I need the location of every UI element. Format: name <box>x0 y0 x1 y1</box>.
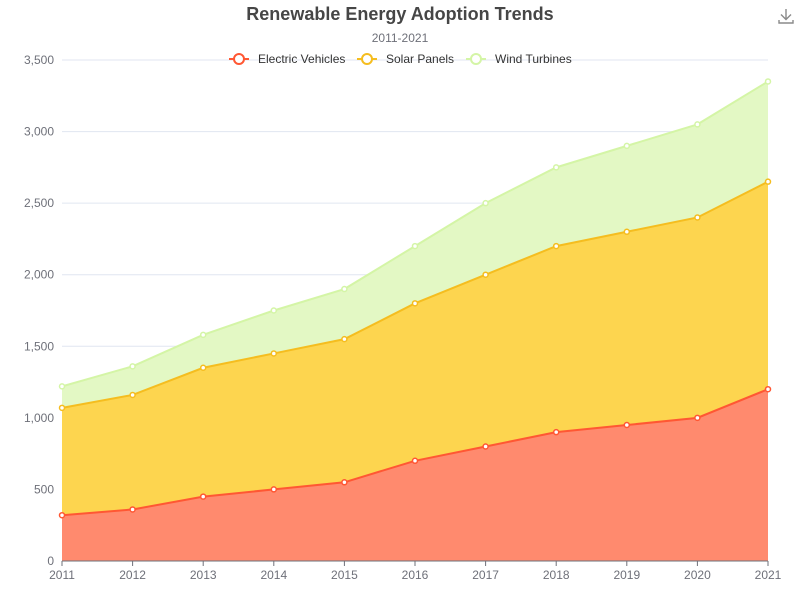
solar-panels-point[interactable] <box>764 178 772 185</box>
y-tick-label: 0 <box>47 554 54 568</box>
x-tick-label: 2015 <box>331 568 358 582</box>
wind-turbines-point[interactable] <box>129 363 136 370</box>
y-tick-label: 500 <box>34 482 54 496</box>
wind-turbines-area <box>62 81 768 408</box>
wind-turbines-point[interactable] <box>552 164 560 171</box>
legend-electric-vehicles-marker[interactable] <box>233 53 245 65</box>
electric-vehicles-point[interactable] <box>341 479 348 486</box>
x-tick-label: 2019 <box>613 568 640 582</box>
wind-turbines-point[interactable] <box>341 285 348 293</box>
chart-title: Renewable Energy Adoption Trends <box>246 4 554 24</box>
electric-vehicles-point[interactable] <box>199 493 207 500</box>
electric-vehicles-point[interactable] <box>552 428 560 436</box>
solar-panels-point[interactable] <box>270 350 278 357</box>
x-tick-label: 2017 <box>472 568 499 582</box>
x-tick-label: 2021 <box>755 568 782 582</box>
solar-panels-point[interactable] <box>58 404 66 412</box>
solar-panels-point[interactable] <box>482 271 489 278</box>
solar-panels-area <box>62 181 768 516</box>
y-tick-label: 1,000 <box>24 411 54 425</box>
download-button[interactable] <box>776 6 796 26</box>
x-tick-label: 2016 <box>402 568 429 582</box>
solar-panels-point[interactable] <box>623 228 631 236</box>
chart-subtitle: 2011-2021 <box>371 31 429 45</box>
electric-vehicles-point[interactable] <box>58 511 66 519</box>
legend-wind-turbines-label[interactable]: Wind Turbines <box>495 52 572 66</box>
y-tick-label: 3,500 <box>24 53 54 67</box>
wind-turbines-point[interactable] <box>764 78 772 85</box>
x-tick-label: 2020 <box>684 568 711 582</box>
download-icon <box>778 9 794 24</box>
x-tick-label: 2013 <box>190 568 217 582</box>
wind-turbines-point[interactable] <box>623 142 631 150</box>
wind-turbines-point[interactable] <box>58 383 66 390</box>
x-tick-label: 2018 <box>543 568 570 582</box>
y-tick-label: 2,000 <box>24 268 54 282</box>
x-tick-label: 2011 <box>49 568 75 582</box>
electric-vehicles-point[interactable] <box>411 457 419 465</box>
y-tick-label: 3,000 <box>24 125 54 139</box>
legend-electric-vehicles-label[interactable]: Electric Vehicles <box>258 52 345 66</box>
electric-vehicles-point[interactable] <box>623 421 631 429</box>
solar-panels-point[interactable] <box>694 214 701 221</box>
solar-panels-point[interactable] <box>129 391 136 399</box>
wind-turbines-point[interactable] <box>411 242 419 250</box>
legend-wind-turbines-marker[interactable] <box>470 53 482 65</box>
y-tick-label: 2,500 <box>24 196 54 210</box>
x-tick-label: 2012 <box>119 568 146 582</box>
solar-panels-point[interactable] <box>552 242 560 250</box>
legend-solar-panels-label[interactable]: Solar Panels <box>386 52 454 66</box>
solar-panels-point[interactable] <box>341 335 348 343</box>
wind-turbines-point[interactable] <box>694 121 701 128</box>
wind-turbines-point[interactable] <box>482 199 489 207</box>
solar-panels-point[interactable] <box>199 364 207 372</box>
electric-vehicles-point[interactable] <box>482 443 489 450</box>
electric-vehicles-point[interactable] <box>270 486 278 493</box>
electric-vehicles-point[interactable] <box>694 414 701 422</box>
electric-vehicles-point[interactable] <box>764 385 772 393</box>
wind-turbines-point[interactable] <box>199 331 207 339</box>
wind-turbines-point[interactable] <box>270 307 278 314</box>
solar-panels-point[interactable] <box>411 300 419 307</box>
x-tick-label: 2014 <box>260 568 287 582</box>
electric-vehicles-area <box>62 389 768 561</box>
y-tick-label: 1,500 <box>24 339 54 353</box>
legend-solar-panels-marker[interactable] <box>361 53 373 65</box>
electric-vehicles-point[interactable] <box>129 506 136 513</box>
